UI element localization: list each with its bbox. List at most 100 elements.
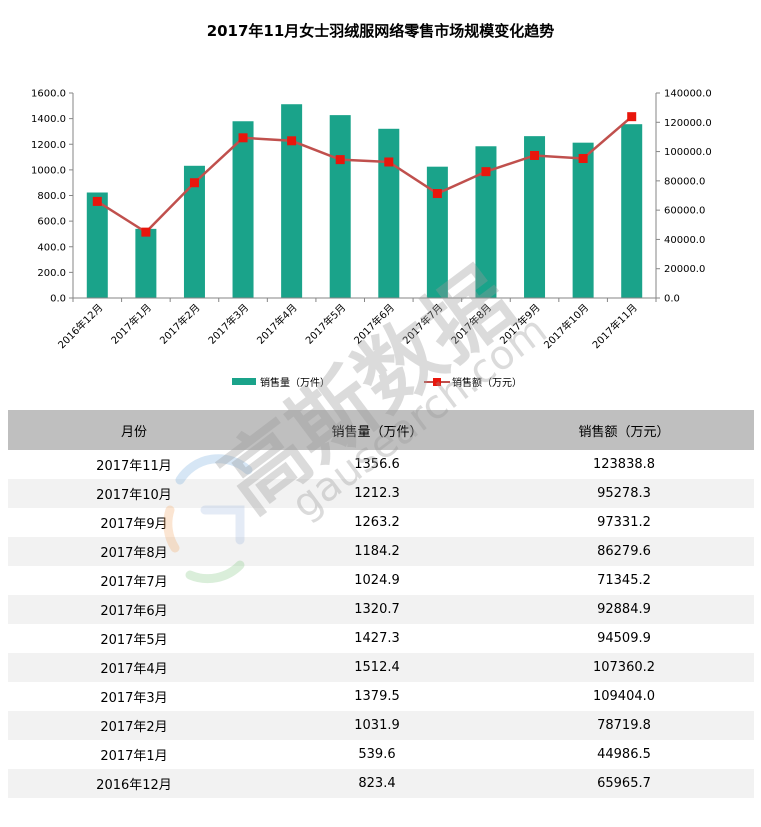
legend-label-line: 销售额（万元） [452,378,522,389]
x-tick-label: 2016年12月 [55,301,105,351]
bar [329,115,351,298]
line-marker [238,133,248,143]
x-tick-label: 2017年3月 [205,301,251,347]
table-row: 2017年5月 1427.3 94509.9 [8,624,754,653]
x-tick-label: 2017年6月 [351,301,397,347]
y-tick-label-left: 600.0 [37,217,66,228]
table-row: 2017年2月 1031.9 78719.8 [8,711,754,740]
y-tick-label-right: 20000.0 [664,264,705,275]
y-tick-label-left: 1200.0 [31,140,66,151]
bar [621,124,643,298]
cell-amount: 44986.5 [597,747,651,762]
cell-volume: 1263.2 [354,515,400,530]
y-tick-label-left: 1600.0 [31,89,66,100]
header-volume: 销售量（万件） [260,410,494,450]
x-tick-label: 2017年4月 [254,301,300,347]
y-tick-label-right: 100000.0 [664,147,712,158]
cell-month: 2016年12月 [8,769,260,798]
cell-volume: 1356.6 [354,457,400,472]
line-marker [189,178,199,188]
y-tick-label-left: 800.0 [37,191,66,202]
cell-amount: 78719.8 [494,711,754,740]
bar [135,228,157,298]
y-tick-label-left: 200.0 [37,268,66,279]
bar [475,146,497,298]
x-tick-label: 2017年5月 [303,301,349,347]
y-tick-label-right: 0.0 [664,294,680,305]
x-tick-label: 2017年10月 [541,301,591,351]
bar [426,166,448,298]
table-row: 2017年8月 1184.2 86279.6 [8,537,754,566]
line-marker [481,167,491,177]
table-row: 2017年6月 1320.7 92884.9 [8,595,754,624]
y-tick-label-left: 400.0 [37,242,66,253]
chart-title: 2017年11月女士羽绒服网络零售市场规模变化趋势 [206,22,555,40]
x-tick-label: 2017年2月 [157,301,203,347]
cell-amount: 86279.6 [494,537,754,566]
cell-month: 2017年4月 [8,653,260,682]
y-tick-label-right: 120000.0 [664,118,712,129]
cell-amount: 97331.2 [597,515,651,530]
table-row: 2016年12月 823.4 65965.7 [8,769,754,798]
line-marker [287,136,297,146]
y-tick-label-right: 80000.0 [664,176,705,187]
cell-volume: 1379.5 [354,689,400,704]
legend-item-bar: 销售量（万件） [232,374,330,389]
cell-month: 2017年8月 [8,537,260,566]
header-month: 月份 [8,410,260,450]
y-tick-label-left: 1400.0 [31,114,66,125]
cell-month: 2017年5月 [100,633,168,648]
line-marker [627,112,637,122]
bar [281,104,303,298]
table-row: 2017年4月 1512.4 107360.2 [8,653,754,682]
cell-amount: 109404.0 [592,689,656,704]
cell-month: 2017年1月 [100,749,168,764]
y-tick-label-left: 1000.0 [31,165,66,176]
cell-amount: 71345.2 [597,573,651,588]
bar [232,121,254,299]
table-row: 2017年7月 1024.9 71345.2 [8,566,754,595]
cell-volume: 1031.9 [260,711,494,740]
cell-volume: 823.4 [260,769,494,798]
cell-month: 2017年7月 [100,575,168,590]
cell-month: 2017年9月 [100,517,168,532]
cell-month: 2017年11月 [96,459,172,474]
cell-volume: 1212.3 [260,479,494,508]
table-header-row: 月份 销售量（万件） 销售额（万元） [8,410,754,450]
line-marker [578,153,588,163]
line-marker [384,157,394,167]
table-row: 2017年1月 539.6 44986.5 [8,740,754,769]
y-tick-label-right: 140000.0 [664,89,712,100]
cell-volume: 1184.2 [260,537,494,566]
chart-legend: 销售量（万件） 销售额（万元） [0,372,761,392]
x-tick-label: 2017年7月 [400,301,446,347]
x-tick-label: 2017年8月 [448,301,494,347]
sales-amount-line [96,115,633,234]
cell-volume: 1024.9 [354,573,400,588]
cell-month: 2017年2月 [8,711,260,740]
x-tick-label: 2017年11月 [589,301,639,351]
line-marker [92,196,102,206]
x-tick-label: 2017年9月 [497,301,543,347]
legend-swatch-bar [232,378,256,385]
table-row: 2017年9月 1263.2 97331.2 [8,508,754,537]
y-tick-label-right: 40000.0 [664,235,705,246]
cell-volume: 539.6 [358,747,396,762]
cell-month: 2017年3月 [100,691,168,706]
bar [183,165,205,298]
bar [378,128,400,298]
cell-amount: 95278.3 [494,479,754,508]
y-tick-label-right: 60000.0 [664,206,705,217]
legend-item-line: 销售额（万元） [424,374,522,389]
line-marker [335,155,345,165]
table-row: 2017年10月 1212.3 95278.3 [8,479,754,508]
cell-volume: 1427.3 [354,631,400,646]
data-table: 月份 销售量（万件） 销售额（万元） 2017年11月 1356.6 123838.… [8,410,754,798]
line-marker [530,150,540,160]
cell-amount: 123838.8 [592,457,656,472]
cell-amount: 92884.9 [494,595,754,624]
cell-amount: 107360.2 [494,653,754,682]
legend-label-bar: 销售量（万件） [260,378,330,389]
cell-volume: 1320.7 [260,595,494,624]
cell-amount: 65965.7 [494,769,754,798]
